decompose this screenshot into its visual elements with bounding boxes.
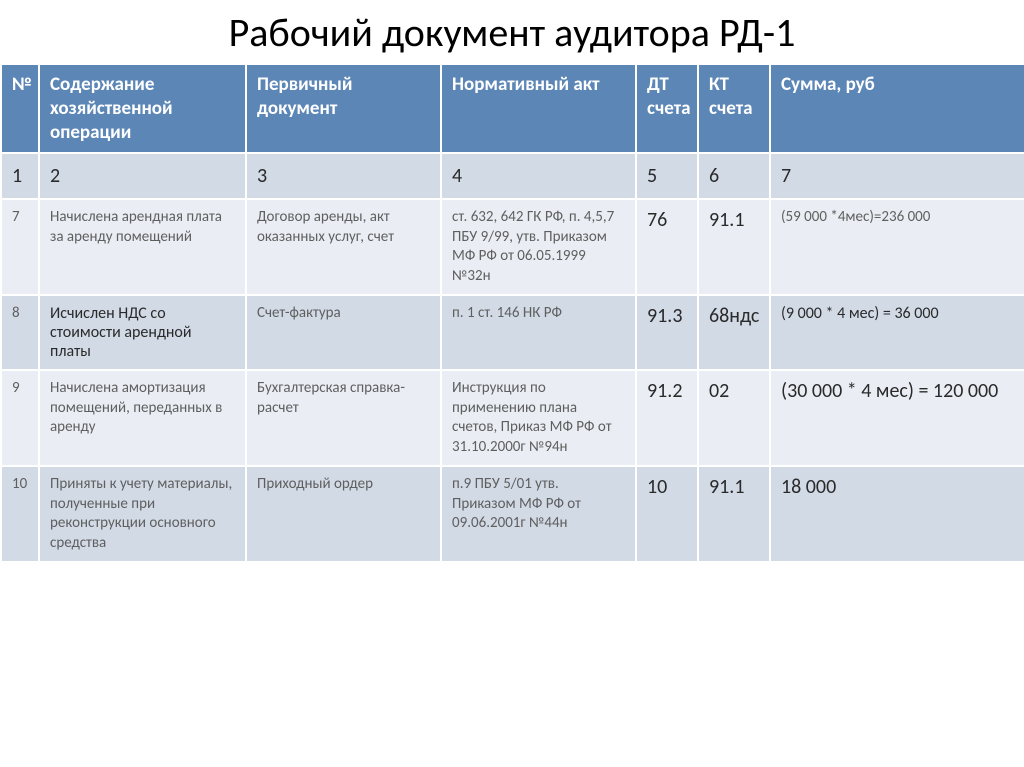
cell-kt: 02 <box>698 370 770 466</box>
col-header-sum: Сумма, руб <box>770 64 1024 153</box>
page-title: Рабочий документ аудитора РД-1 <box>0 0 1024 63</box>
cell-num: 7 <box>1 199 39 295</box>
cell-act: Инструкция по применению плана счетов, П… <box>441 370 636 466</box>
col-header-doc: Первичный документ <box>246 64 441 153</box>
cell-doc: Счет-фактура <box>246 295 441 370</box>
cell-kt: 91.1 <box>698 466 770 562</box>
cell-dt: 91.3 <box>636 295 698 370</box>
cell-dt: 10 <box>636 466 698 562</box>
slide: Рабочий документ аудитора РД-1 № Содержа… <box>0 0 1024 767</box>
cell-num: 9 <box>1 370 39 466</box>
cell-sum: (30 000 * 4 мес) = 120 000 <box>770 370 1024 466</box>
cell-desc: Приняты к учету материалы, полученные пр… <box>39 466 246 562</box>
col-header-kt: КТ счета <box>698 64 770 153</box>
col-header-num: № <box>1 64 39 153</box>
col-header-desc: Содержание хозяйственной операции <box>39 64 246 153</box>
cell-sum: (9 000 * 4 мес) = 36 000 <box>770 295 1024 370</box>
table-header-row: № Содержание хозяйственной операции Перв… <box>1 64 1024 153</box>
table-row: 10 Приняты к учету материалы, полученные… <box>1 466 1024 562</box>
cell-act: ст. 632, 642 ГК РФ, п. 4,5,7 ПБУ 9/99, у… <box>441 199 636 295</box>
column-number-row: 1 2 3 4 5 6 7 <box>1 153 1024 199</box>
table-row: 9 Начислена амортизация помещений, перед… <box>1 370 1024 466</box>
cell-num: 8 <box>1 295 39 370</box>
cell-doc: Бухгалтерская справка-расчет <box>246 370 441 466</box>
table-row: 7 Начислена арендная плата за аренду пом… <box>1 199 1024 295</box>
cell-sum: (59 000 *4мес)=236 000 <box>770 199 1024 295</box>
cell-doc: Приходный ордер <box>246 466 441 562</box>
table-header: № Содержание хозяйственной операции Перв… <box>1 64 1024 153</box>
colnum-7: 7 <box>770 153 1024 199</box>
col-header-act: Нормативный акт <box>441 64 636 153</box>
colnum-2: 2 <box>39 153 246 199</box>
cell-dt: 91.2 <box>636 370 698 466</box>
cell-desc: Исчислен НДС со стоимости арендной платы <box>39 295 246 370</box>
cell-num: 10 <box>1 466 39 562</box>
cell-sum: 18 000 <box>770 466 1024 562</box>
cell-desc: Начислена арендная плата за аренду помещ… <box>39 199 246 295</box>
audit-table: № Содержание хозяйственной операции Перв… <box>0 63 1024 563</box>
cell-doc: Договор аренды, акт оказанных услуг, сче… <box>246 199 441 295</box>
col-header-dt: ДТ счета <box>636 64 698 153</box>
cell-act: п.9 ПБУ 5/01 утв. Приказом МФ РФ от 09.0… <box>441 466 636 562</box>
colnum-1: 1 <box>1 153 39 199</box>
cell-act: п. 1 ст. 146 НК РФ <box>441 295 636 370</box>
colnum-6: 6 <box>698 153 770 199</box>
colnum-5: 5 <box>636 153 698 199</box>
cell-desc: Начислена амортизация помещений, передан… <box>39 370 246 466</box>
cell-kt: 91.1 <box>698 199 770 295</box>
colnum-4: 4 <box>441 153 636 199</box>
cell-dt: 76 <box>636 199 698 295</box>
cell-kt: 68ндс <box>698 295 770 370</box>
colnum-3: 3 <box>246 153 441 199</box>
table-row: 8 Исчислен НДС со стоимости арендной пла… <box>1 295 1024 370</box>
